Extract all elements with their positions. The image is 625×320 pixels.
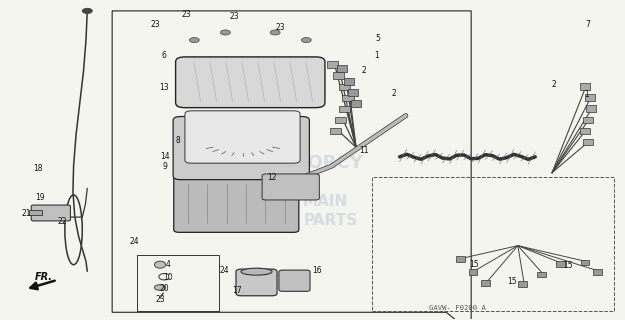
Bar (581, 260, 589, 265)
Bar (333, 72, 344, 79)
Text: 15: 15 (562, 261, 572, 270)
Text: 14: 14 (160, 152, 170, 161)
Text: 24: 24 (219, 266, 229, 275)
Text: 1: 1 (584, 91, 589, 100)
FancyBboxPatch shape (262, 174, 319, 200)
Text: 24: 24 (129, 237, 139, 246)
Text: 16: 16 (312, 266, 322, 275)
Bar (342, 95, 354, 101)
Text: 23: 23 (230, 12, 239, 21)
Bar (137, 254, 219, 311)
Bar (585, 94, 595, 101)
Text: 2: 2 (391, 89, 396, 98)
Text: 13: 13 (159, 83, 169, 92)
Bar (556, 261, 564, 267)
Circle shape (189, 37, 199, 43)
FancyBboxPatch shape (173, 116, 309, 180)
FancyBboxPatch shape (185, 111, 300, 163)
Text: 18: 18 (32, 164, 43, 173)
Text: 4: 4 (166, 260, 171, 268)
FancyBboxPatch shape (176, 57, 325, 108)
Bar (583, 139, 593, 145)
Text: GAVW- F0200 A: GAVW- F0200 A (429, 305, 486, 310)
Text: 6: 6 (161, 52, 166, 60)
Text: 17: 17 (232, 286, 241, 295)
FancyBboxPatch shape (174, 177, 299, 232)
Bar (372, 178, 614, 311)
Text: 23: 23 (150, 20, 160, 29)
Text: 23: 23 (181, 10, 191, 19)
Bar (537, 272, 546, 277)
Text: 7: 7 (585, 20, 590, 29)
Text: 11: 11 (359, 146, 369, 155)
Text: 22: 22 (58, 217, 67, 226)
Bar (339, 84, 351, 90)
Text: 20: 20 (159, 284, 169, 293)
Circle shape (82, 8, 92, 13)
Text: 2: 2 (551, 80, 556, 89)
Text: 8: 8 (175, 136, 180, 145)
Text: 15: 15 (469, 260, 479, 268)
Bar (580, 83, 590, 90)
Text: 15: 15 (507, 277, 516, 286)
Bar (29, 210, 42, 215)
FancyBboxPatch shape (279, 270, 310, 291)
Text: 1: 1 (374, 52, 379, 60)
Text: 19: 19 (35, 193, 45, 202)
Text: 21: 21 (21, 209, 31, 218)
Circle shape (221, 30, 231, 35)
Text: MAIN: MAIN (302, 194, 348, 209)
Circle shape (154, 285, 166, 290)
Bar (481, 280, 490, 286)
Text: 23: 23 (276, 23, 285, 32)
Text: 5: 5 (376, 34, 380, 43)
Bar (593, 269, 602, 275)
Bar (456, 256, 465, 262)
Text: 23: 23 (155, 295, 165, 304)
Bar (344, 78, 354, 84)
FancyBboxPatch shape (31, 205, 71, 221)
Bar (469, 269, 478, 275)
Bar (330, 128, 341, 134)
Bar (339, 106, 351, 112)
Circle shape (301, 37, 311, 43)
Bar (580, 128, 590, 134)
Text: MOTORCY: MOTORCY (262, 154, 363, 172)
Text: CLE: CLE (251, 173, 288, 191)
Text: 12: 12 (268, 173, 277, 182)
Text: PARTS: PARTS (304, 213, 358, 228)
Bar (586, 105, 596, 112)
FancyBboxPatch shape (236, 269, 277, 296)
Bar (327, 61, 338, 68)
Ellipse shape (241, 268, 272, 275)
Text: 2: 2 (361, 66, 366, 75)
Bar (335, 117, 346, 123)
Bar (338, 66, 348, 72)
Bar (348, 89, 358, 96)
Bar (351, 100, 361, 107)
Text: FR.: FR. (35, 272, 52, 282)
Text: 10: 10 (163, 273, 173, 282)
Bar (583, 116, 593, 123)
Text: 9: 9 (162, 162, 168, 171)
Circle shape (270, 30, 280, 35)
Ellipse shape (154, 261, 166, 268)
Bar (519, 281, 527, 287)
